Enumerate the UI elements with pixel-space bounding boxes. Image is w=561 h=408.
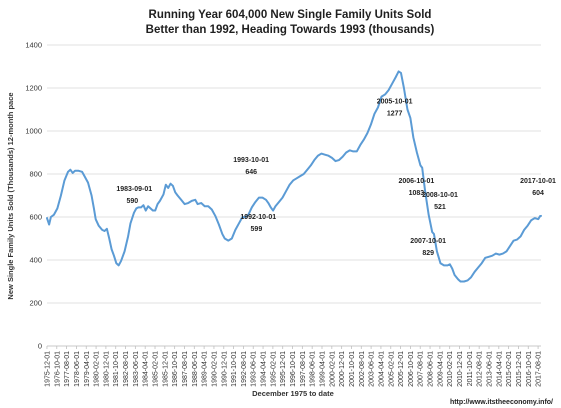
- x-tick-label: 2013-06-01: [486, 351, 493, 387]
- y-tick-label: 1400: [25, 41, 42, 50]
- annotation-value: 521: [434, 204, 446, 211]
- x-tick-label: 1995-12-01: [280, 351, 287, 387]
- chart-title-line-2: Better than 1992, Heading Towards 1993 (…: [146, 24, 435, 36]
- x-tick-label: 1992-08-01: [241, 351, 248, 387]
- annotation-date: 1993-10-01: [233, 157, 269, 164]
- x-tick-label: 2012-08-01: [477, 351, 484, 387]
- annotation-value: 1277: [387, 110, 403, 117]
- x-axis-title: December 1975 to date: [252, 389, 334, 398]
- y-tick-label: 600: [29, 213, 42, 222]
- x-tick-label: 1977-08-01: [64, 351, 71, 387]
- annotation-date: 2007-10-01: [410, 238, 446, 245]
- y-tick-label: 400: [29, 256, 42, 265]
- x-tick-label: 2002-08-01: [359, 351, 366, 387]
- x-tick-label: 1978-06-01: [74, 351, 81, 387]
- y-tick-label: 200: [29, 299, 42, 308]
- annotation-date: 2017-10-01: [520, 178, 556, 185]
- x-tick-label: 1989-04-01: [202, 351, 209, 387]
- x-tick-label: 1994-04-01: [261, 351, 268, 387]
- annotation-date: 1983-09-01: [116, 186, 152, 193]
- x-tick-label: 2011-10-01: [467, 351, 474, 386]
- x-tick-label: 1990-12-01: [221, 351, 228, 387]
- y-axis-title: New Single Family Units Sold (Thousands)…: [6, 92, 15, 299]
- x-tick-label: 1985-12-01: [162, 351, 169, 387]
- x-tick-label: 1983-06-01: [133, 351, 140, 387]
- x-tick-label: 1979-04-01: [84, 351, 91, 387]
- x-tick-label: 1981-10-01: [113, 351, 120, 387]
- x-tick-label: 1996-10-01: [290, 351, 297, 387]
- y-tick-label: 1200: [25, 84, 42, 93]
- x-tick-label: 2015-02-01: [506, 351, 513, 387]
- x-tick-label: 1982-08-01: [123, 351, 130, 387]
- chart-title-line-1: Running Year 604,000 New Single Family U…: [149, 9, 432, 21]
- x-tick-label: 1995-02-01: [270, 351, 277, 387]
- y-tick-label: 1000: [25, 127, 42, 136]
- x-tick-labels: 1975-12-01 1976-10-01 1977-08-01 1978-06-01…: [44, 346, 543, 387]
- annotation-value: 646: [245, 169, 257, 176]
- x-tick-label: 1998-06-01: [310, 351, 317, 387]
- y-tick-label: 0: [38, 342, 42, 351]
- x-tick-label: 1999-04-01: [319, 351, 326, 387]
- series-line: [46, 70, 542, 283]
- annotation-date: 2008-10-01: [422, 192, 458, 199]
- annotation-value: 1083: [409, 190, 425, 197]
- source-url: http://www.itstheeconomy.info/: [450, 399, 553, 406]
- x-tick-label: 1980-02-01: [94, 351, 101, 387]
- x-tick-label: 2005-02-01: [388, 351, 395, 387]
- x-tick-label: 1975-12-01: [44, 351, 51, 387]
- x-tick-label: 2015-12-01: [516, 351, 523, 387]
- x-tick-label: 2003-06-01: [369, 351, 376, 387]
- annotations: 1983-09-01 590 1993-10-01 646 1992-10-01 599 2…: [116, 98, 556, 256]
- x-tick-label: 1976-10-01: [54, 351, 61, 387]
- y-tick-labels: 0 200 400 600 800 1000 1200 1400: [25, 41, 42, 351]
- annotation-value: 590: [127, 198, 139, 205]
- x-tick-label: 1991-10-01: [231, 351, 238, 387]
- x-tick-label: 1990-02-01: [211, 351, 218, 387]
- x-tick-label: 2007-08-01: [418, 351, 425, 387]
- x-tick-label: 1988-06-01: [192, 351, 199, 387]
- x-tick-label: 2005-12-01: [398, 351, 405, 387]
- annotation-value: 599: [251, 226, 263, 233]
- annotation-date: 2005-10-01: [377, 98, 413, 105]
- x-tick-label: 2001-10-01: [349, 351, 356, 387]
- x-tick-label: 1993-06-01: [251, 351, 258, 387]
- x-tick-label: 2000-02-01: [329, 351, 336, 387]
- x-tick-label: 1984-04-01: [143, 351, 150, 387]
- annotation-date: 1992-10-01: [240, 214, 276, 221]
- x-tick-label: 2010-02-01: [447, 351, 454, 387]
- y-tick-label: 800: [29, 170, 42, 179]
- x-tick-label: 1980-12-01: [103, 351, 110, 387]
- x-tick-label: 2014-04-01: [496, 351, 503, 387]
- x-tick-label: 1997-08-01: [300, 351, 307, 387]
- gridlines: [47, 44, 541, 347]
- annotation-value: 829: [422, 250, 434, 257]
- x-tick-label: 1985-02-01: [153, 351, 160, 387]
- x-tick-label: 2017-08-01: [536, 351, 543, 387]
- x-tick-label: 2009-04-01: [437, 351, 444, 387]
- x-tick-label: 1986-10-01: [172, 351, 179, 387]
- x-tick-label: 2004-04-01: [378, 351, 385, 387]
- x-tick-label: 2010-12-01: [457, 351, 464, 387]
- x-tick-label: 2008-06-01: [428, 351, 435, 387]
- x-tick-label: 2016-10-01: [526, 351, 533, 387]
- x-tick-label: 2000-12-01: [339, 351, 346, 387]
- x-tick-label: 2006-10-01: [408, 351, 415, 387]
- annotation-date: 2006-10-01: [398, 178, 434, 185]
- annotation-value: 604: [532, 190, 544, 197]
- x-tick-label: 1987-08-01: [182, 351, 189, 387]
